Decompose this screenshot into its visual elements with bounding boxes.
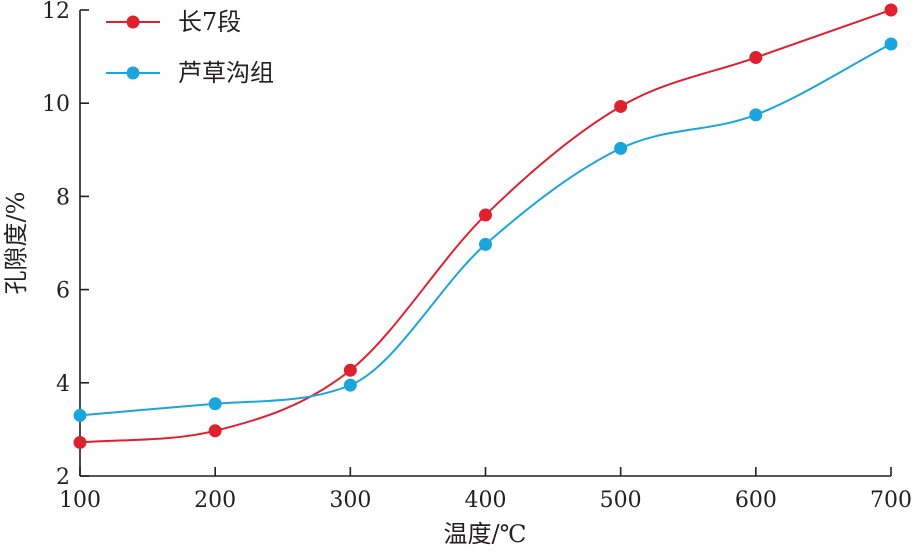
series-1 bbox=[73, 3, 898, 449]
y-tick-label: 8 bbox=[56, 185, 70, 210]
x-axis-title: 温度/℃ bbox=[444, 520, 527, 548]
data-point bbox=[479, 237, 492, 251]
data-point bbox=[614, 99, 628, 113]
series-layer bbox=[73, 3, 898, 449]
legend-label: 芦草沟组 bbox=[178, 59, 274, 87]
data-point bbox=[884, 3, 898, 17]
legend-marker bbox=[126, 15, 140, 29]
data-point bbox=[208, 424, 222, 438]
data-point bbox=[73, 408, 87, 422]
y-tick-label: 12 bbox=[42, 0, 70, 24]
data-point bbox=[749, 108, 763, 122]
data-point bbox=[343, 363, 357, 377]
data-point bbox=[73, 435, 87, 449]
y-tick-label: 2 bbox=[56, 465, 70, 490]
axes: 2 4 6 8 10 12 100 200 300 400 500 600 700 bbox=[42, 0, 912, 513]
y-axis-title: 孔隙度/% bbox=[2, 192, 30, 295]
data-point bbox=[884, 37, 898, 51]
legend-item-2: 芦草沟组 bbox=[106, 59, 274, 87]
x-tick-label: 100 bbox=[59, 488, 101, 513]
x-tick-label: 300 bbox=[329, 488, 371, 513]
x-tick-label: 400 bbox=[465, 488, 507, 513]
series-2 bbox=[73, 37, 898, 422]
y-tick-label: 4 bbox=[56, 372, 70, 397]
data-point bbox=[479, 208, 492, 222]
y-tick-label: 6 bbox=[56, 279, 70, 304]
x-tick-label: 700 bbox=[870, 488, 912, 513]
y-tick-label: 10 bbox=[42, 92, 70, 117]
x-tick-label: 200 bbox=[194, 488, 236, 513]
legend-label: 长7段 bbox=[178, 8, 241, 36]
data-point bbox=[208, 397, 222, 411]
legend-marker bbox=[126, 66, 140, 80]
x-tick-label: 600 bbox=[735, 488, 777, 513]
data-point bbox=[749, 51, 763, 65]
data-point bbox=[343, 378, 357, 392]
legend-item-1: 长7段 bbox=[106, 8, 241, 36]
x-tick-label: 500 bbox=[600, 488, 642, 513]
data-point bbox=[614, 141, 628, 155]
series-line bbox=[79, 43, 892, 417]
